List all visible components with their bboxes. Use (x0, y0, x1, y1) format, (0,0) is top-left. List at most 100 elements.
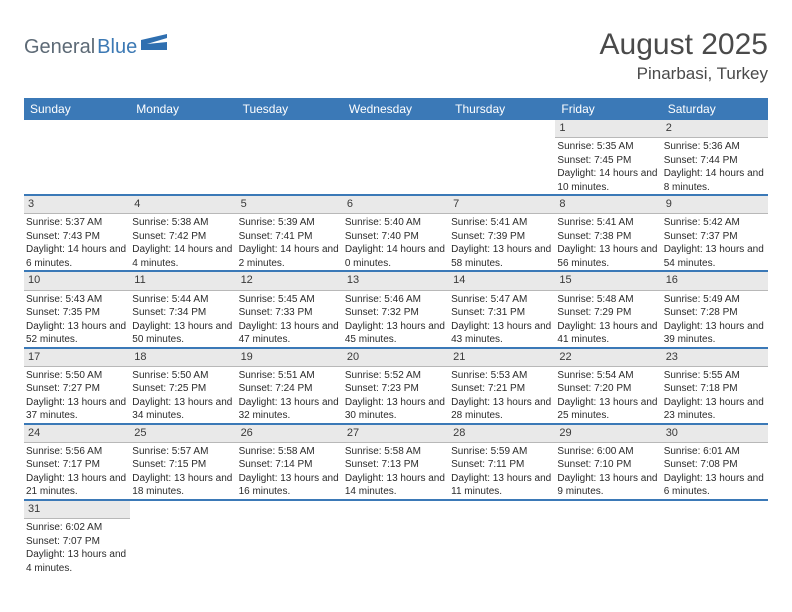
day-details: Sunrise: 5:53 AMSunset: 7:21 PMDaylight:… (449, 367, 555, 423)
day-sr: Sunrise: 6:01 AM (664, 445, 766, 459)
day-ss: Sunset: 7:28 PM (664, 306, 766, 320)
day-dl: Daylight: 13 hours and 58 minutes. (451, 243, 553, 270)
day-sr: Sunrise: 5:49 AM (664, 293, 766, 307)
day-dl: Daylight: 13 hours and 14 minutes. (345, 472, 447, 499)
day-sr: Sunrise: 5:54 AM (557, 369, 659, 383)
day-ss: Sunset: 7:08 PM (664, 458, 766, 472)
day-dl: Daylight: 13 hours and 28 minutes. (451, 396, 553, 423)
day-ss: Sunset: 7:35 PM (26, 306, 128, 320)
title-block: August 2025 Pinarbasi, Turkey (600, 28, 768, 84)
day-dl: Daylight: 13 hours and 47 minutes. (239, 320, 341, 347)
day-dl: Daylight: 13 hours and 21 minutes. (26, 472, 128, 499)
day-dl: Daylight: 14 hours and 4 minutes. (132, 243, 234, 270)
calendar-cell: 30Sunrise: 6:01 AMSunset: 7:08 PMDayligh… (662, 424, 768, 499)
day-header: Saturday (662, 98, 768, 120)
day-ss: Sunset: 7:39 PM (451, 230, 553, 244)
calendar-cell (130, 500, 236, 575)
calendar-cell: 16Sunrise: 5:49 AMSunset: 7:28 PMDayligh… (662, 271, 768, 346)
day-sr: Sunrise: 5:36 AM (664, 140, 766, 154)
day-header: Tuesday (237, 98, 343, 120)
day-details: Sunrise: 5:56 AMSunset: 7:17 PMDaylight:… (24, 443, 130, 499)
day-number: 3 (24, 196, 130, 214)
day-ss: Sunset: 7:21 PM (451, 382, 553, 396)
day-number: 9 (662, 196, 768, 214)
calendar-cell: 15Sunrise: 5:48 AMSunset: 7:29 PMDayligh… (555, 271, 661, 346)
day-number: 14 (449, 272, 555, 290)
day-dl: Daylight: 13 hours and 41 minutes. (557, 320, 659, 347)
day-dl: Daylight: 13 hours and 30 minutes. (345, 396, 447, 423)
day-dl: Daylight: 13 hours and 34 minutes. (132, 396, 234, 423)
day-number: 28 (449, 425, 555, 443)
day-dl: Daylight: 14 hours and 0 minutes. (345, 243, 447, 270)
day-sr: Sunrise: 6:00 AM (557, 445, 659, 459)
day-ss: Sunset: 7:42 PM (132, 230, 234, 244)
day-ss: Sunset: 7:32 PM (345, 306, 447, 320)
calendar-cell (237, 500, 343, 575)
day-sr: Sunrise: 5:47 AM (451, 293, 553, 307)
day-sr: Sunrise: 5:46 AM (345, 293, 447, 307)
calendar-cell: 24Sunrise: 5:56 AMSunset: 7:17 PMDayligh… (24, 424, 130, 499)
day-number: 31 (24, 501, 130, 519)
logo-flag-icon (141, 34, 167, 55)
day-details: Sunrise: 5:42 AMSunset: 7:37 PMDaylight:… (662, 214, 768, 270)
day-dl: Daylight: 14 hours and 6 minutes. (26, 243, 128, 270)
day-ss: Sunset: 7:20 PM (557, 382, 659, 396)
day-number: 6 (343, 196, 449, 214)
day-ss: Sunset: 7:07 PM (26, 535, 128, 549)
day-dl: Daylight: 14 hours and 2 minutes. (239, 243, 341, 270)
day-details: Sunrise: 5:50 AMSunset: 7:27 PMDaylight:… (24, 367, 130, 423)
day-dl: Daylight: 13 hours and 52 minutes. (26, 320, 128, 347)
day-number: 30 (662, 425, 768, 443)
day-sr: Sunrise: 5:58 AM (345, 445, 447, 459)
day-details: Sunrise: 5:41 AMSunset: 7:38 PMDaylight:… (555, 214, 661, 270)
day-details: Sunrise: 5:55 AMSunset: 7:18 PMDaylight:… (662, 367, 768, 423)
calendar-cell (555, 500, 661, 575)
day-number: 18 (130, 349, 236, 367)
day-sr: Sunrise: 5:40 AM (345, 216, 447, 230)
day-details: Sunrise: 5:58 AMSunset: 7:14 PMDaylight:… (237, 443, 343, 499)
calendar-cell: 9Sunrise: 5:42 AMSunset: 7:37 PMDaylight… (662, 195, 768, 270)
day-ss: Sunset: 7:27 PM (26, 382, 128, 396)
day-details: Sunrise: 6:01 AMSunset: 7:08 PMDaylight:… (662, 443, 768, 499)
day-sr: Sunrise: 5:55 AM (664, 369, 766, 383)
calendar-cell: 10 Sunrise: 5:43 AMSunset: 7:35 PMDayligh… (24, 271, 130, 346)
day-number: 10 (24, 272, 130, 290)
day-number: 25 (130, 425, 236, 443)
day-dl: Daylight: 13 hours and 16 minutes. (239, 472, 341, 499)
day-header: Friday (555, 98, 661, 120)
day-sr: Sunrise: 5:57 AM (132, 445, 234, 459)
calendar-cell: 29Sunrise: 6:00 AMSunset: 7:10 PMDayligh… (555, 424, 661, 499)
day-number: 22 (555, 349, 661, 367)
day-ss: Sunset: 7:15 PM (132, 458, 234, 472)
day-ss: Sunset: 7:41 PM (239, 230, 341, 244)
day-dl: Daylight: 13 hours and 4 minutes. (26, 548, 128, 575)
day-number: 15 (555, 272, 661, 290)
day-dl: Daylight: 13 hours and 32 minutes. (239, 396, 341, 423)
day-sr: Sunrise: 5:50 AM (132, 369, 234, 383)
day-dl: Daylight: 13 hours and 18 minutes. (132, 472, 234, 499)
day-ss: Sunset: 7:44 PM (664, 154, 766, 168)
day-sr: Sunrise: 5:52 AM (345, 369, 447, 383)
day-number: 13 (343, 272, 449, 290)
day-sr: Sunrise: 5:43 AM (26, 293, 128, 307)
calendar-cell (130, 120, 236, 194)
calendar-cell: 21Sunrise: 5:53 AMSunset: 7:21 PMDayligh… (449, 348, 555, 423)
day-ss: Sunset: 7:25 PM (132, 382, 234, 396)
calendar-cell: 5Sunrise: 5:39 AMSunset: 7:41 PMDaylight… (237, 195, 343, 270)
calendar-cell: 22Sunrise: 5:54 AMSunset: 7:20 PMDayligh… (555, 348, 661, 423)
day-number: 23 (662, 349, 768, 367)
day-details: Sunrise: 5:40 AMSunset: 7:40 PMDaylight:… (343, 214, 449, 270)
calendar-cell: 31Sunrise: 6:02 AMSunset: 7:07 PMDayligh… (24, 500, 130, 575)
day-details: Sunrise: 5:57 AMSunset: 7:15 PMDaylight:… (130, 443, 236, 499)
day-details: Sunrise: 5:48 AMSunset: 7:29 PMDaylight:… (555, 291, 661, 347)
calendar-cell: 12Sunrise: 5:45 AMSunset: 7:33 PMDayligh… (237, 271, 343, 346)
day-details: Sunrise: 5:38 AMSunset: 7:42 PMDaylight:… (130, 214, 236, 270)
calendar-cell: 11Sunrise: 5:44 AMSunset: 7:34 PMDayligh… (130, 271, 236, 346)
calendar-cell: 28Sunrise: 5:59 AMSunset: 7:11 PMDayligh… (449, 424, 555, 499)
day-dl: Daylight: 13 hours and 6 minutes. (664, 472, 766, 499)
day-number: 26 (237, 425, 343, 443)
day-sr: Sunrise: 5:35 AM (557, 140, 659, 154)
calendar-cell (449, 120, 555, 194)
day-dl: Daylight: 13 hours and 9 minutes. (557, 472, 659, 499)
day-dl: Daylight: 13 hours and 39 minutes. (664, 320, 766, 347)
